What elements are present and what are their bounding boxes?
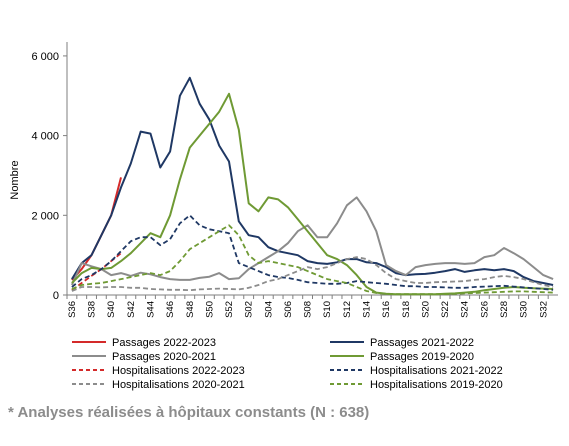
x-tick-label: S40 — [106, 301, 117, 318]
series-line — [71, 224, 554, 296]
x-tick-label: S30 — [519, 301, 530, 318]
x-tick-label: S28 — [499, 301, 510, 318]
x-tick-label: S44 — [145, 301, 156, 318]
legend-label: Passages 2021-2022 — [370, 337, 474, 349]
legend-label: Hospitalisations 2022-2023 — [112, 365, 245, 377]
y-axis-ticks: 0 2 000 4 000 6 000 — [31, 51, 67, 302]
x-tick-label: S10 — [322, 301, 333, 318]
x-tick-label: S08 — [303, 301, 314, 318]
x-tick-label: S16 — [381, 301, 392, 318]
legend-label: Hospitalisations 2021-2022 — [370, 365, 503, 377]
y-tick-label: 2 000 — [31, 210, 59, 222]
x-tick-label: S38 — [87, 301, 98, 318]
x-tick-label: S18 — [401, 301, 412, 318]
series-line — [71, 177, 122, 281]
x-axis-ticks: S36 S38 S40 S42 S44 S46 S48 S50 S52 S02 S04 S06 S08 S… — [66, 295, 549, 318]
series-line — [71, 256, 554, 292]
legend-label: Passages 2022-2023 — [112, 337, 216, 349]
x-tick-label: S22 — [440, 301, 451, 318]
series-line — [71, 214, 554, 291]
y-tick-label: 6 000 — [31, 51, 59, 63]
legend-label: Passages 2019-2020 — [370, 351, 474, 363]
x-tick-label: S32 — [538, 301, 549, 318]
legend-label: Hospitalisations 2019-2020 — [370, 379, 503, 391]
series-line — [70, 196, 554, 286]
x-tick-label: S04 — [263, 301, 274, 318]
x-tick-label: S50 — [204, 301, 215, 318]
legend-label: Passages 2020-2021 — [112, 351, 216, 363]
x-tick-label: S24 — [460, 301, 471, 318]
series-line — [71, 92, 554, 296]
y-axis-label: Nombre — [9, 160, 21, 199]
x-tick-label: S12 — [342, 301, 353, 318]
x-tick-label: S14 — [362, 301, 373, 318]
x-tick-label: S46 — [165, 301, 176, 318]
x-tick-label: S48 — [185, 301, 196, 318]
x-tick-label: S26 — [479, 301, 490, 318]
chart-series-lines — [70, 76, 554, 296]
legend-label: Hospitalisations 2020-2021 — [112, 379, 245, 391]
x-tick-label: S02 — [244, 301, 255, 318]
x-tick-label: S06 — [283, 301, 294, 318]
series-line — [71, 76, 554, 286]
x-tick-label: S36 — [67, 301, 78, 318]
x-tick-label: S52 — [224, 301, 235, 318]
x-tick-label: S20 — [420, 301, 431, 318]
y-tick-label: 0 — [53, 290, 59, 302]
footnote: * Analyses réalisées à hôpitaux constant… — [8, 404, 370, 421]
y-tick-label: 4 000 — [31, 131, 59, 143]
chart-legend: Passages 2022-2023 Passages 2021-2022 Pass… — [72, 337, 503, 391]
x-tick-label: S42 — [126, 301, 137, 318]
